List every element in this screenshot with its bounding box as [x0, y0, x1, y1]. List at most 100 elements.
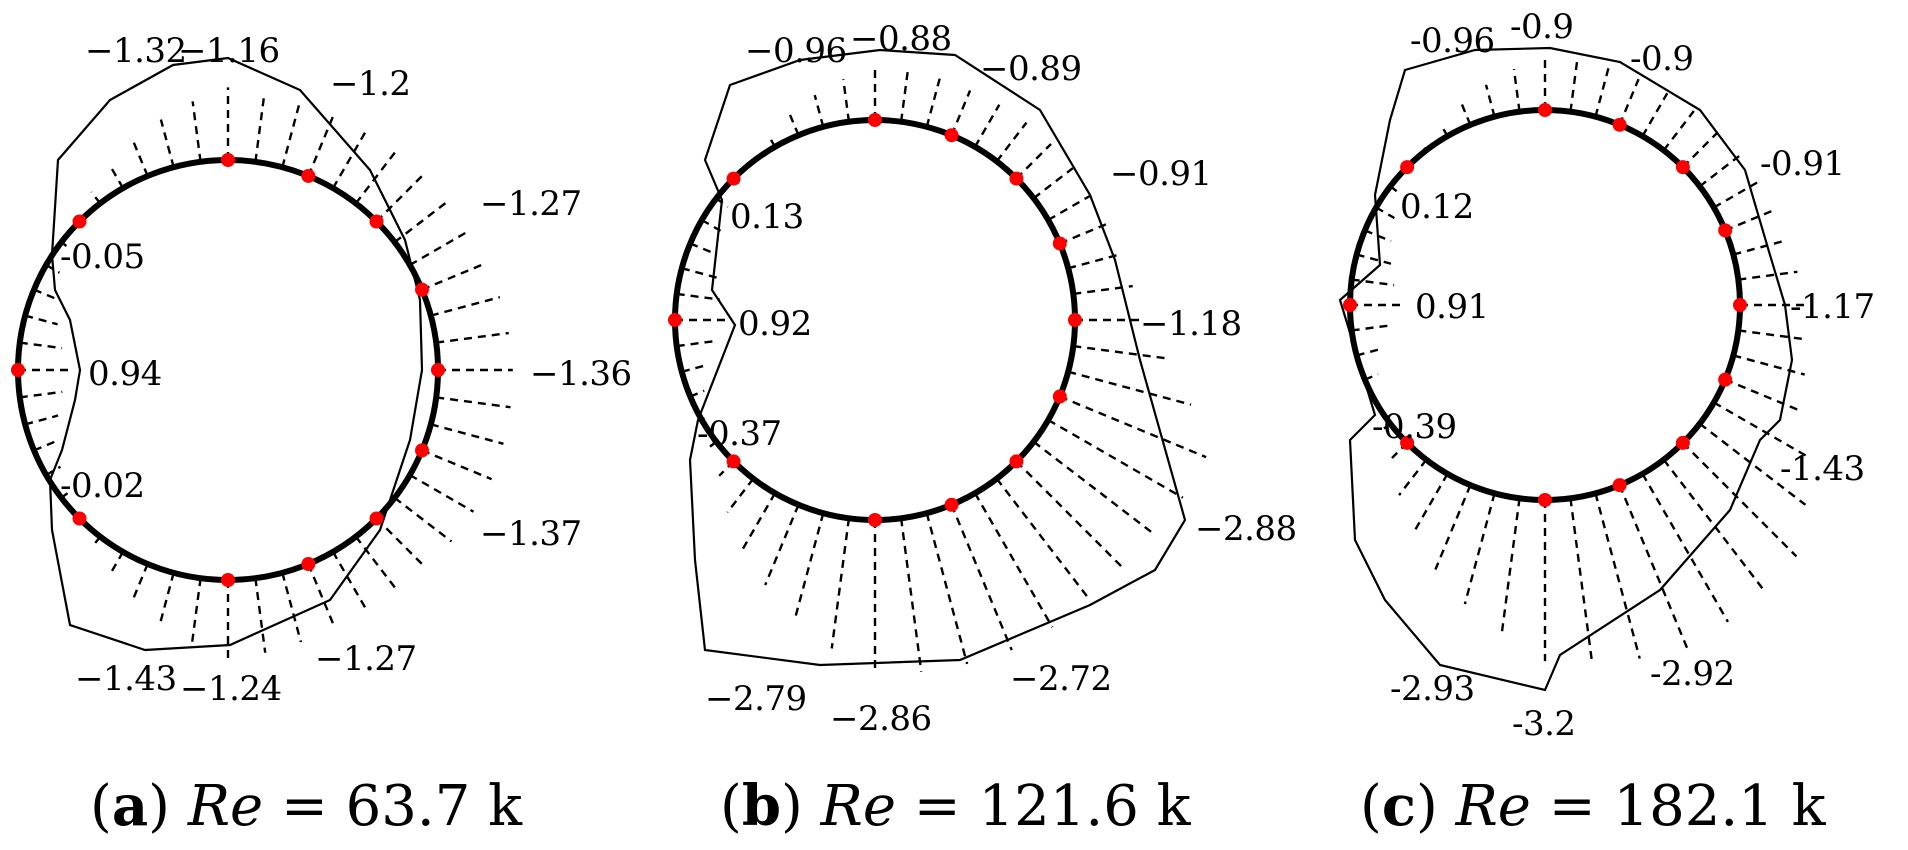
pressure-ray — [1067, 252, 1122, 270]
pressure-tap — [221, 573, 235, 587]
pressure-envelope — [1338, 46, 1794, 692]
pressure-ray — [1032, 167, 1074, 200]
pressure-ray — [1733, 354, 1806, 376]
pressure-ray — [950, 90, 972, 136]
value-label: -0.91 — [1760, 144, 1845, 184]
pressure-ray — [1713, 401, 1807, 457]
value-label: −2.79 — [705, 679, 807, 719]
pressure-ray — [1724, 210, 1772, 232]
pressure-ray — [1484, 84, 1496, 117]
pressure-tap — [1052, 236, 1067, 251]
pressure-ray — [899, 518, 923, 672]
value-label: -0.9 — [1630, 39, 1694, 79]
pressure-envelope — [48, 56, 424, 652]
value-label: -0.9 — [1510, 7, 1574, 47]
pressure-tap — [868, 513, 882, 527]
value-label: -2.92 — [1650, 654, 1735, 694]
pressure-ray — [1569, 60, 1579, 112]
pressure-ray — [813, 94, 825, 128]
pressure-tap — [1718, 372, 1733, 387]
pressure-tap — [668, 313, 682, 327]
pressure-tap — [221, 153, 235, 167]
pressure-ray — [950, 504, 1013, 651]
taps — [668, 113, 1082, 527]
pressure-ray — [1015, 143, 1052, 180]
pressure-tap — [301, 557, 316, 572]
pressure-ray — [354, 535, 399, 593]
pressure-ray — [1047, 418, 1184, 499]
panel-caption: (b) Re = 121.6 k — [720, 773, 1192, 839]
pressure-ray — [1073, 344, 1169, 360]
value-label: −1.16 — [178, 31, 280, 71]
pressure-tap — [415, 443, 430, 458]
value-label: −2.72 — [1010, 659, 1112, 699]
pressure-envelope — [688, 48, 1187, 667]
pressure-ray — [1356, 253, 1392, 265]
pressure-tap — [369, 214, 384, 229]
pressure-ray — [681, 267, 718, 279]
pressure-ray — [190, 578, 202, 644]
pressure-ray — [1738, 329, 1808, 341]
value-label: -1.17 — [1790, 287, 1875, 327]
pressure-ray — [393, 200, 449, 244]
pressure-ray — [1067, 370, 1192, 406]
pressure-ray — [436, 331, 509, 344]
pressure-ray — [24, 414, 59, 426]
pressure-ray — [307, 563, 336, 628]
pressure-ray — [1594, 493, 1641, 659]
panel-c: -0.96 -0.9 -0.9 -0.91 0.12 0.91 -1.17 -0… — [1338, 7, 1875, 839]
pressure-tap — [1052, 389, 1067, 404]
pressure-tap — [431, 363, 445, 377]
pressure-ray — [973, 104, 1001, 148]
pressure-ray — [331, 551, 369, 613]
pressure-ray — [788, 113, 800, 136]
value-label: 0.91 — [1415, 287, 1489, 327]
pressure-ray — [159, 119, 175, 168]
pressure-tap — [726, 454, 741, 469]
value-label: −0.88 — [850, 19, 952, 59]
value-label: −1.2 — [330, 64, 411, 104]
value-label: −1.27 — [480, 184, 582, 224]
pressure-ray — [108, 164, 125, 189]
pressure-ray — [1356, 347, 1383, 357]
pressure-ray — [701, 218, 722, 232]
pressure-ray — [1512, 68, 1521, 112]
pressure-tap — [726, 171, 741, 186]
value-label: 0.13 — [730, 197, 804, 237]
value-label: −1.24 — [180, 669, 282, 709]
pressure-ray — [131, 563, 149, 602]
panel-b: −0.96 −0.88 −0.89 −0.91 0.13 0.92 −1.18 … — [668, 19, 1297, 839]
pressure-ray — [307, 116, 334, 177]
pressure-ray — [132, 140, 149, 177]
pressure-ray — [1059, 395, 1207, 459]
pressure-ray — [1460, 103, 1472, 126]
pressure-ray — [281, 102, 301, 168]
pressure-tap — [1612, 478, 1627, 493]
pressure-tap — [1343, 298, 1357, 312]
pressure-ray — [421, 449, 493, 481]
pressure-ray — [1364, 229, 1392, 243]
pressure-ray — [24, 314, 58, 326]
pressure-ray — [1073, 284, 1133, 296]
pressure-ray — [1682, 131, 1719, 168]
panel-caption: (a) Re = 63.7 k — [90, 773, 523, 839]
pressure-ray — [158, 572, 175, 625]
value-label: 0.12 — [1400, 187, 1474, 227]
pressure-ray — [1594, 67, 1610, 117]
pressure-ray — [842, 79, 851, 122]
pressure-ray — [1351, 324, 1390, 332]
pressure-ray — [393, 496, 453, 543]
pressure-ray — [1434, 484, 1472, 570]
pressure-tap — [369, 511, 384, 526]
pressure-ray — [1351, 278, 1395, 287]
pressure-ray — [793, 512, 825, 619]
pressure-ray — [1641, 92, 1669, 137]
pressure-ray — [1059, 223, 1107, 245]
pressure-ray — [676, 292, 720, 301]
pressure-ray — [1047, 194, 1092, 222]
pressure-tap — [1400, 160, 1415, 175]
pressure-ray — [741, 492, 777, 550]
pressure-ray — [995, 477, 1091, 601]
value-label: -2.93 — [1390, 669, 1475, 709]
pressure-ray — [1500, 498, 1521, 636]
